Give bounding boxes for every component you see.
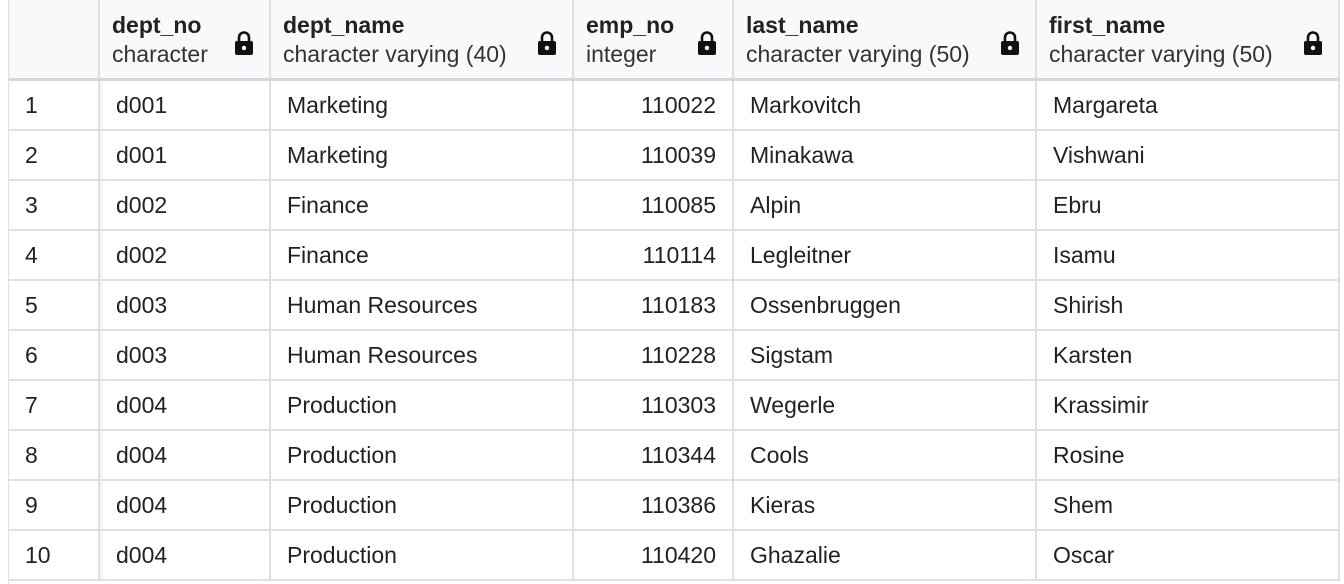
cell-last-name[interactable]: Ghazalie xyxy=(733,530,1037,581)
cell-first-name[interactable]: Karsten xyxy=(1036,330,1340,381)
column-name: dept_name xyxy=(283,12,405,38)
cell-dept-name[interactable]: Human Resources xyxy=(270,280,574,331)
table-row[interactable]: 2 d001 Marketing 110039 Minakawa Vishwan… xyxy=(9,130,1340,181)
cell-dept-no[interactable]: d001 xyxy=(99,130,271,181)
cell-dept-no[interactable]: d004 xyxy=(99,380,271,431)
column-type: character xyxy=(112,41,208,67)
cell-last-name[interactable]: Cools xyxy=(733,430,1037,481)
cell-emp-no[interactable]: 110420 xyxy=(573,530,734,581)
cell-last-name[interactable]: Minakawa xyxy=(733,130,1037,181)
cell-dept-no[interactable]: d004 xyxy=(99,480,271,531)
column-name: last_name xyxy=(746,12,859,38)
cell-emp-no[interactable]: 110085 xyxy=(573,180,734,231)
cell-first-name[interactable]: Rosine xyxy=(1036,430,1340,481)
column-type: integer xyxy=(586,41,657,67)
cell-emp-no[interactable]: 110228 xyxy=(573,330,734,381)
row-number[interactable]: 4 xyxy=(9,230,100,281)
cell-last-name[interactable]: Legleitner xyxy=(733,230,1037,281)
cell-last-name[interactable]: Kieras xyxy=(733,480,1037,531)
column-header-dept-name[interactable]: dept_name character varying (40) xyxy=(270,0,574,81)
cell-dept-no[interactable]: d003 xyxy=(99,280,271,331)
cell-dept-no[interactable]: d004 xyxy=(99,530,271,581)
cell-last-name[interactable]: Sigstam xyxy=(733,330,1037,381)
cell-dept-no[interactable]: d002 xyxy=(99,230,271,281)
data-output-table: dept_no character dept_name character va… xyxy=(9,0,1340,581)
table-row[interactable]: 7 d004 Production 110303 Wegerle Krassim… xyxy=(9,380,1340,431)
column-header-last-name[interactable]: last_name character varying (50) xyxy=(733,0,1037,81)
cell-dept-name[interactable]: Finance xyxy=(270,230,574,281)
cell-first-name[interactable]: Shirish xyxy=(1036,280,1340,331)
cell-dept-name[interactable]: Marketing xyxy=(270,79,574,131)
cell-dept-name[interactable]: Marketing xyxy=(270,130,574,181)
table-row[interactable]: 6 d003 Human Resources 110228 Sigstam Ka… xyxy=(9,330,1340,381)
row-number[interactable]: 9 xyxy=(9,480,100,531)
cell-first-name[interactable]: Krassimir xyxy=(1036,380,1340,431)
cell-first-name[interactable]: Ebru xyxy=(1036,180,1340,231)
table-row[interactable]: 5 d003 Human Resources 110183 Ossenbrugg… xyxy=(9,280,1340,331)
header-row: dept_no character dept_name character va… xyxy=(9,0,1340,81)
row-number[interactable]: 7 xyxy=(9,380,100,431)
table-body: 1 d001 Marketing 110022 Markovitch Marga… xyxy=(9,79,1340,581)
lock-icon xyxy=(698,31,716,55)
cell-last-name[interactable]: Alpin xyxy=(733,180,1037,231)
cell-dept-name[interactable]: Production xyxy=(270,430,574,481)
column-header-dept-no[interactable]: dept_no character xyxy=(99,0,271,81)
row-number[interactable]: 2 xyxy=(9,130,100,181)
cell-dept-no[interactable]: d002 xyxy=(99,180,271,231)
result-grid: dept_no character dept_name character va… xyxy=(8,0,1344,584)
cell-dept-name[interactable]: Human Resources xyxy=(270,330,574,381)
row-number[interactable]: 3 xyxy=(9,180,100,231)
cell-first-name[interactable]: Oscar xyxy=(1036,530,1340,581)
column-name: first_name xyxy=(1049,12,1166,38)
cell-emp-no[interactable]: 110183 xyxy=(573,280,734,331)
cell-dept-no[interactable]: d001 xyxy=(99,79,271,131)
lock-icon xyxy=(1001,31,1019,55)
cell-dept-no[interactable]: d003 xyxy=(99,330,271,381)
column-type: character varying (50) xyxy=(1049,41,1273,67)
table-row[interactable]: 8 d004 Production 110344 Cools Rosine xyxy=(9,430,1340,481)
cell-emp-no[interactable]: 110039 xyxy=(573,130,734,181)
column-name: emp_no xyxy=(586,12,675,38)
table-row[interactable]: 9 d004 Production 110386 Kieras Shem xyxy=(9,480,1340,531)
column-header-emp-no[interactable]: emp_no integer xyxy=(573,0,734,81)
cell-emp-no[interactable]: 110022 xyxy=(573,79,734,131)
cell-dept-no[interactable]: d004 xyxy=(99,430,271,481)
row-number[interactable]: 5 xyxy=(9,280,100,331)
row-number[interactable]: 6 xyxy=(9,330,100,381)
column-header-first-name[interactable]: first_name character varying (50) xyxy=(1036,0,1340,81)
column-name: dept_no xyxy=(112,12,202,38)
cell-dept-name[interactable]: Finance xyxy=(270,180,574,231)
cell-dept-name[interactable]: Production xyxy=(270,530,574,581)
row-number[interactable]: 10 xyxy=(9,530,100,581)
cell-first-name[interactable]: Isamu xyxy=(1036,230,1340,281)
lock-icon xyxy=(538,31,556,55)
cell-last-name[interactable]: Wegerle xyxy=(733,380,1037,431)
cell-first-name[interactable]: Vishwani xyxy=(1036,130,1340,181)
cell-first-name[interactable]: Shem xyxy=(1036,480,1340,531)
cell-last-name[interactable]: Ossenbruggen xyxy=(733,280,1037,331)
table-row[interactable]: 10 d004 Production 110420 Ghazalie Oscar xyxy=(9,530,1340,581)
cell-dept-name[interactable]: Production xyxy=(270,380,574,431)
table-row[interactable]: 1 d001 Marketing 110022 Markovitch Marga… xyxy=(9,79,1340,131)
column-type: character varying (40) xyxy=(283,41,507,67)
column-type: character varying (50) xyxy=(746,41,970,67)
cell-first-name[interactable]: Margareta xyxy=(1036,79,1340,131)
cell-emp-no[interactable]: 110344 xyxy=(573,430,734,481)
table-row[interactable]: 3 d002 Finance 110085 Alpin Ebru xyxy=(9,180,1340,231)
row-number[interactable]: 8 xyxy=(9,430,100,481)
cell-emp-no[interactable]: 110114 xyxy=(573,230,734,281)
cell-last-name[interactable]: Markovitch xyxy=(733,79,1037,131)
cell-dept-name[interactable]: Production xyxy=(270,480,574,531)
row-number-header[interactable] xyxy=(9,0,100,81)
lock-icon xyxy=(235,31,253,55)
cell-emp-no[interactable]: 110386 xyxy=(573,480,734,531)
table-row[interactable]: 4 d002 Finance 110114 Legleitner Isamu xyxy=(9,230,1340,281)
lock-icon xyxy=(1304,31,1322,55)
cell-emp-no[interactable]: 110303 xyxy=(573,380,734,431)
row-number[interactable]: 1 xyxy=(9,79,100,131)
